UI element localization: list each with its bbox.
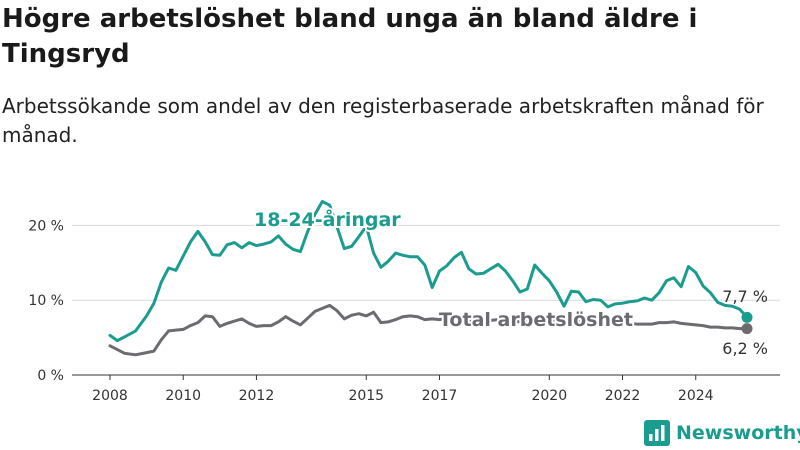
x-axis-ticks: 2008 2010 2012 2015 2017 2020 2022 2024 bbox=[92, 375, 714, 404]
x-tick-label: 2022 bbox=[605, 388, 641, 404]
series-label-youth: 18-24-åringar bbox=[254, 207, 401, 231]
y-axis-ticks: 0 % 10 % 20 % bbox=[28, 218, 64, 384]
y-tick-label: 0 % bbox=[37, 368, 64, 384]
end-point-youth bbox=[741, 311, 753, 323]
series-line-youth bbox=[108, 200, 749, 343]
end-value-total: 6,2 % bbox=[722, 339, 768, 358]
chart-title: Högre arbetslöshet bland unga än bland ä… bbox=[2, 4, 698, 69]
x-tick-label: 2012 bbox=[239, 388, 275, 404]
series-label-total: Total arbetslöshet bbox=[439, 309, 633, 331]
end-value-youth: 7,7 % bbox=[722, 287, 768, 306]
x-tick-label: 2020 bbox=[531, 388, 567, 404]
x-tick-label: 2024 bbox=[678, 388, 714, 404]
y-tick-label: 10 % bbox=[28, 293, 64, 309]
series-group bbox=[108, 200, 753, 357]
brand-logo: Newsworthy bbox=[644, 419, 800, 447]
grid-lines bbox=[72, 224, 780, 301]
end-point-total bbox=[741, 323, 753, 335]
bar-chart-logo-icon bbox=[644, 420, 670, 446]
y-tick-label: 20 % bbox=[28, 218, 64, 234]
series-line-total bbox=[108, 303, 749, 357]
series-labels: 18-24-åringar Total arbetslöshet 7,7 % 6,2 … bbox=[252, 205, 768, 358]
chart-subtitle: Arbetssökande som andel av den registerb… bbox=[2, 94, 764, 147]
x-tick-label: 2010 bbox=[165, 388, 201, 404]
brand-name: Newsworthy bbox=[676, 422, 800, 444]
x-tick-label: 2015 bbox=[348, 388, 384, 404]
x-tick-label: 2008 bbox=[92, 388, 128, 404]
x-tick-label: 2017 bbox=[422, 388, 458, 404]
